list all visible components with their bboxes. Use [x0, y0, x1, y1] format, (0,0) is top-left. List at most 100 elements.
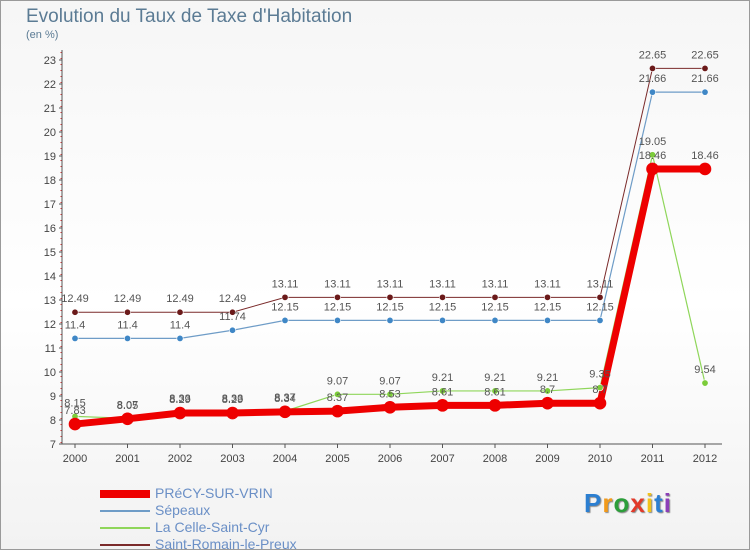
data-label: 9.54: [694, 364, 715, 376]
data-point: [124, 308, 132, 316]
series-markers: [68, 64, 712, 431]
legend-label-la-celle: La Celle-Saint-Cyr: [155, 519, 270, 535]
data-label: 8.33: [222, 393, 243, 405]
data-label: 12.15: [586, 301, 614, 313]
data-point: [331, 404, 344, 418]
data-label: 9.07: [327, 375, 348, 387]
data-point: [698, 162, 712, 176]
data-point: [436, 399, 449, 412]
data-label: 13.11: [272, 278, 299, 290]
data-point: [176, 308, 184, 316]
data-point: [386, 316, 394, 324]
data-label: 12.15: [534, 301, 562, 313]
y-tick-label: 19: [44, 151, 56, 163]
data-label: 11.4: [170, 319, 191, 331]
logo-letter: i: [645, 488, 655, 518]
data-point: [386, 390, 394, 398]
x-tick-label: 2005: [325, 453, 349, 465]
data-point: [176, 334, 184, 342]
legend-swatch-sepeaux: [100, 510, 150, 512]
data-label: 8.15: [64, 397, 85, 409]
data-label: 8.7: [592, 384, 607, 396]
data-label: 9.07: [379, 375, 400, 387]
data-label: 8.29: [169, 394, 190, 406]
data-point: [596, 384, 604, 392]
data-label: 12.15: [429, 301, 457, 313]
logo-letter: i: [663, 488, 672, 518]
x-tick-label: 2009: [535, 453, 559, 465]
y-tick-label: 22: [44, 79, 56, 91]
logo-letter: P: [584, 488, 603, 518]
legend-label-precy: PRéCY-SUR-VRIN: [155, 485, 273, 501]
data-point: [333, 293, 341, 301]
legend-swatch-saint-romain: [100, 544, 150, 546]
data-label: 13.11: [534, 278, 561, 290]
y-tick-label: 10: [44, 367, 56, 379]
y-tick-label: 15: [44, 247, 56, 259]
data-label: 7.83: [64, 405, 85, 417]
chart-axes: 7 8 9 10 11 12 13 14 15 16 17 18 19 20 21 22 23 2000 2001 2…: [44, 50, 722, 465]
data-point: [491, 293, 499, 301]
data-point: [648, 151, 656, 159]
data-point: [543, 316, 551, 324]
logo-letter: o: [613, 488, 631, 518]
y-tick-label: 20: [44, 127, 56, 139]
y-tick-label: 14: [44, 271, 56, 283]
x-tick-label: 2007: [430, 453, 454, 465]
data-label: 8.05: [117, 400, 138, 412]
data-point: [593, 396, 607, 410]
y-tick-label: 7: [50, 439, 56, 451]
y-tick-label: 18: [44, 175, 56, 187]
x-tick-label: 2000: [63, 453, 87, 465]
y-tick-label: 17: [44, 199, 56, 211]
y-tick-label: 11: [45, 343, 56, 355]
y-tick-label: 16: [44, 223, 56, 235]
data-point: [541, 396, 554, 410]
data-point: [648, 88, 656, 96]
data-label: 18.46: [691, 150, 719, 162]
data-point: [386, 293, 394, 301]
y-tick-label: 21: [44, 103, 56, 115]
data-point: [488, 399, 502, 412]
x-tick-label: 2006: [378, 453, 402, 465]
y-tick-label: 12: [44, 319, 56, 331]
data-label: 9.35: [589, 369, 610, 381]
data-label: 8.7: [540, 384, 555, 396]
data-point: [278, 405, 292, 419]
data-point: [333, 316, 341, 324]
data-label: 8.61: [484, 386, 505, 398]
data-label: 22.65: [691, 49, 719, 61]
data-label: 12.49: [114, 293, 142, 305]
data-label: 8.29: [222, 394, 243, 406]
data-point: [229, 308, 237, 316]
data-label: 8.37: [327, 392, 348, 404]
data-label: 8.33: [169, 393, 190, 405]
data-point: [438, 387, 446, 395]
proxiti-logo: Proxiti: [584, 488, 672, 519]
data-label: 13.11: [482, 278, 509, 290]
data-label: 13.11: [429, 278, 456, 290]
data-point: [124, 334, 132, 342]
data-point: [229, 326, 237, 334]
data-point: [648, 64, 656, 72]
data-point: [491, 387, 499, 395]
data-point: [68, 417, 82, 431]
data-labels: 12.49 12.49 12.49 12.49 13.11 13.11 13.11 13.11…: [61, 49, 719, 417]
y-tick-label: 13: [44, 295, 56, 307]
legend-swatch-precy: [100, 490, 150, 498]
data-point: [438, 316, 446, 324]
x-tick-label: 2012: [693, 453, 717, 465]
x-tick-label: 2008: [483, 453, 507, 465]
data-label: 8.34: [274, 393, 295, 405]
data-point: [596, 316, 604, 324]
data-point: [491, 316, 499, 324]
data-label: 13.11: [377, 278, 404, 290]
x-tick-label: 2001: [115, 453, 139, 465]
data-label: 9.21: [537, 372, 558, 384]
data-point: [121, 412, 134, 426]
legend-label-sepeaux: Sépeaux: [155, 502, 211, 518]
data-label: 13.11: [587, 278, 614, 290]
data-label: 13.11: [324, 278, 351, 290]
data-point: [333, 390, 341, 398]
